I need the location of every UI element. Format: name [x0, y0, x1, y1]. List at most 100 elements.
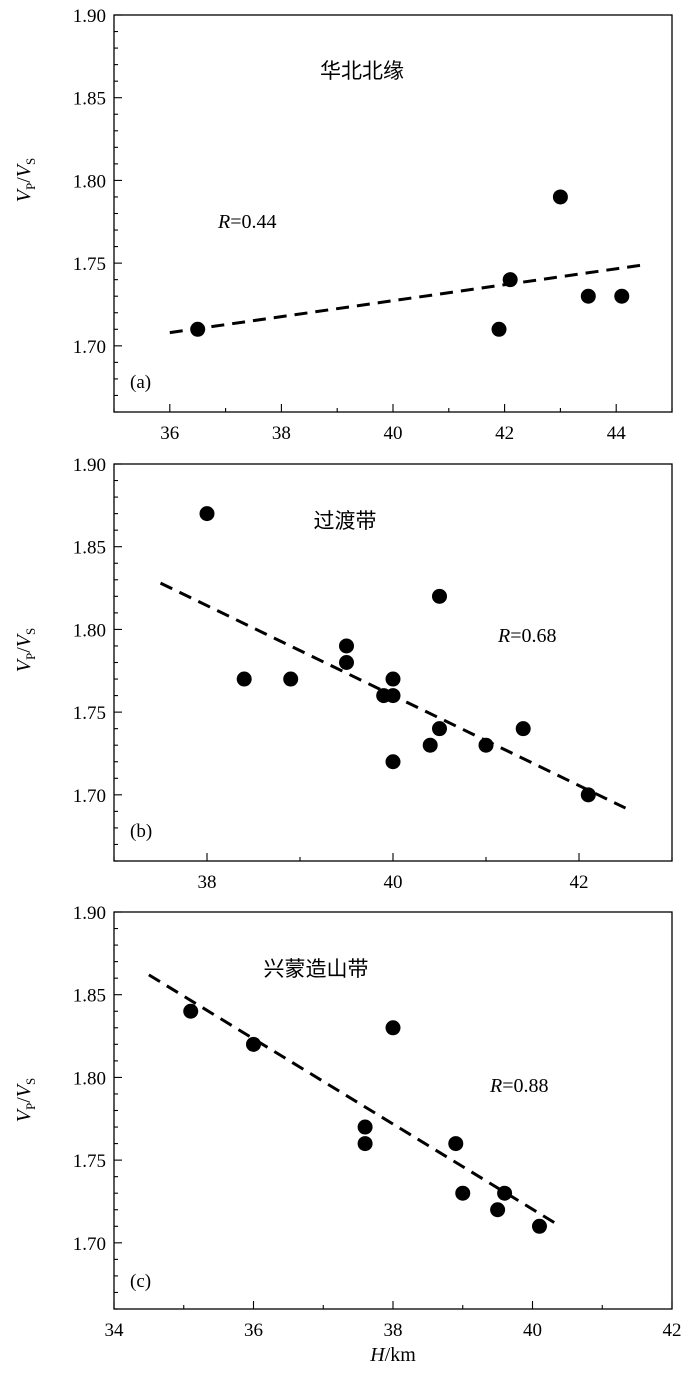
data-point	[283, 671, 299, 687]
x-tick-label: 40	[523, 1320, 542, 1341]
ylabel-v: V	[13, 187, 35, 202]
x-tick-label: 38	[384, 1320, 403, 1341]
ylabel-sub-s: S	[23, 628, 38, 635]
y-tick-label: 1.85	[73, 89, 106, 110]
data-point	[502, 272, 518, 288]
panel-label: (b)	[130, 821, 152, 842]
y-tick-label: 1.75	[73, 254, 106, 275]
data-point	[385, 671, 401, 687]
data-point	[497, 1185, 513, 1201]
y-tick-label: 1.85	[73, 986, 106, 1007]
y-tick-label: 1.70	[73, 337, 106, 358]
data-point	[385, 1020, 401, 1036]
x-tick-label: 42	[663, 1320, 682, 1341]
ylabel-sub-p: P	[23, 183, 38, 190]
data-point	[552, 189, 568, 205]
r-value: =0.44	[230, 211, 276, 233]
ylabel-sub-s: S	[23, 158, 38, 165]
x-tick-label: 38	[198, 872, 217, 893]
ylabel-slash: /	[13, 177, 35, 183]
x-tick-label: 42	[570, 872, 589, 893]
x-tick-label: 44	[607, 423, 627, 444]
data-point	[448, 1136, 464, 1152]
ylabel-slash: /	[13, 647, 35, 653]
data-point	[422, 737, 438, 753]
x-axis-title: H/km	[369, 1344, 416, 1366]
x-tick-label: 34	[105, 1320, 125, 1341]
data-point	[515, 721, 531, 737]
data-point	[357, 1136, 373, 1152]
data-point	[246, 1036, 261, 1052]
y-tick-label: 1.75	[73, 703, 106, 724]
regression-line	[148, 973, 562, 1228]
data-point	[531, 1218, 547, 1234]
region-title: 华北北缘	[320, 59, 404, 83]
r-value: =0.88	[502, 1075, 548, 1097]
ylabel-v2: V	[13, 1082, 35, 1097]
y-tick-label: 1.75	[73, 1151, 106, 1172]
xlabel-unit: /km	[385, 1344, 417, 1366]
data-point	[580, 288, 596, 304]
correlation-label: R=0.88	[489, 1075, 549, 1097]
data-point	[385, 754, 401, 770]
data-point	[357, 1119, 373, 1135]
region-title: 兴蒙造山带	[264, 957, 369, 981]
y-tick-label: 1.85	[73, 538, 106, 559]
ylabel-sub-p: P	[23, 1103, 38, 1110]
data-point	[190, 321, 206, 337]
panel-label: (c)	[130, 1271, 151, 1292]
ylabel-v: V	[13, 1107, 35, 1122]
y-tick-label: 1.70	[73, 1234, 106, 1255]
data-point	[183, 1003, 199, 1019]
regression-line	[169, 263, 645, 335]
y-tick-label: 1.90	[73, 903, 106, 924]
data-point	[491, 321, 507, 337]
r-value: =0.68	[510, 625, 556, 647]
ylabel-v2: V	[13, 632, 35, 647]
data-point	[339, 638, 354, 654]
y-tick-label: 1.90	[73, 455, 106, 476]
xlabel-h: H	[369, 1344, 386, 1366]
panel-c: 1.70 1.75 1.80 1.85 1.90 34 36 38 40 42 兴蒙造山带 R=0.8…	[13, 903, 682, 1366]
data-point	[339, 655, 354, 670]
ylabel-sub-p: P	[23, 653, 38, 660]
y-axis-title: VP/VS	[13, 1078, 38, 1122]
data-point	[490, 1202, 506, 1218]
panel-a: 1.70 1.75 1.80 1.85 1.90 36 38 40 42 44 华北北缘 R=0.44…	[13, 6, 673, 444]
x-tick-label: 40	[384, 423, 403, 444]
ylabel-v2: V	[13, 162, 35, 177]
data-point	[580, 787, 596, 803]
data-point	[478, 737, 494, 753]
data-point	[455, 1185, 471, 1201]
y-tick-label: 1.90	[73, 6, 106, 27]
y-tick-label: 1.80	[73, 1068, 106, 1089]
r-symbol: R	[217, 211, 230, 233]
y-axis-title: VP/VS	[13, 628, 38, 672]
r-symbol: R	[497, 625, 510, 647]
data-point	[432, 588, 447, 604]
region-title: 过渡带	[314, 509, 377, 533]
panel-label: (a)	[130, 372, 151, 393]
correlation-label: R=0.68	[497, 625, 557, 647]
y-axis-title: VP/VS	[13, 158, 38, 202]
data-point	[385, 688, 401, 704]
x-tick-label: 36	[160, 423, 179, 444]
data-point	[614, 288, 630, 304]
y-tick-label: 1.80	[73, 620, 106, 641]
ylabel-slash: /	[13, 1097, 35, 1103]
correlation-label: R=0.44	[217, 211, 277, 233]
r-symbol: R	[489, 1075, 502, 1097]
x-tick-label: 42	[495, 423, 514, 444]
x-tick-label: 38	[272, 423, 291, 444]
y-tick-label: 1.70	[73, 786, 106, 807]
ylabel-sub-s: S	[23, 1078, 38, 1085]
ylabel-v: V	[13, 657, 35, 672]
data-point	[432, 721, 447, 737]
data-point	[236, 671, 252, 687]
panel-b: 1.70 1.75 1.80 1.85 1.90 38 40 42 过渡带 R=0.68 (b) VP…	[13, 455, 673, 893]
data-point	[199, 506, 215, 522]
x-tick-label: 36	[244, 1320, 263, 1341]
y-tick-label: 1.80	[73, 171, 106, 192]
plot-frame	[113, 911, 673, 1310]
